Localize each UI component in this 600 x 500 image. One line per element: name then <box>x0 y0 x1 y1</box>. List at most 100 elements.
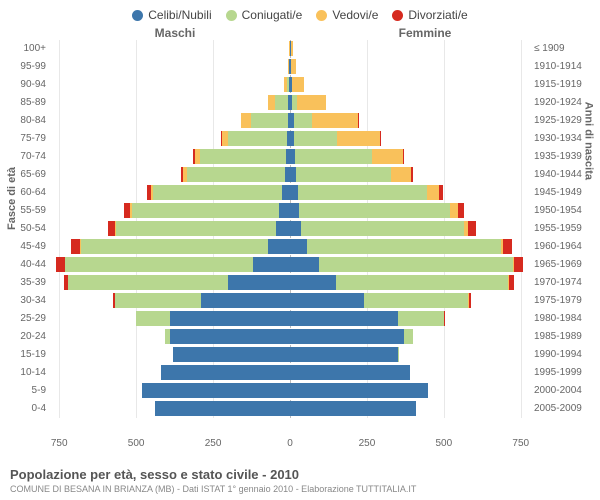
segment-married <box>132 203 280 218</box>
female-bar <box>290 77 530 92</box>
segment-divorced <box>411 167 413 182</box>
x-tick-label: 500 <box>128 438 145 449</box>
age-band-label: 80-84 <box>2 112 46 130</box>
segment-married <box>298 185 427 200</box>
age-band-label: 100+ <box>2 40 46 58</box>
female-bar <box>290 275 530 290</box>
segment-married <box>295 149 372 164</box>
segment-divorced <box>509 275 514 290</box>
bar-row <box>50 59 530 74</box>
segment-married <box>294 131 337 146</box>
segment-divorced <box>469 293 471 308</box>
x-axis: 7505002500250500750 <box>50 438 530 452</box>
legend-swatch <box>392 10 403 21</box>
legend: Celibi/NubiliConiugati/eVedovi/eDivorzia… <box>0 0 600 22</box>
birth-year-label: 2005-2009 <box>534 400 582 418</box>
male-bar <box>50 95 290 110</box>
bar-row <box>50 275 530 290</box>
segment-married <box>68 275 228 290</box>
male-bar <box>50 383 290 398</box>
segment-married <box>319 257 513 272</box>
birth-year-label: 1915-1919 <box>534 76 582 94</box>
segment-single <box>290 275 336 290</box>
male-bar <box>50 149 290 164</box>
age-band-label: 85-89 <box>2 94 46 112</box>
bar-row <box>50 221 530 236</box>
bar-row <box>50 203 530 218</box>
segment-widowed <box>372 149 403 164</box>
segment-single <box>290 383 428 398</box>
male-bar <box>50 401 290 416</box>
female-bar <box>290 113 530 128</box>
age-band-label: 90-94 <box>2 76 46 94</box>
segment-widowed <box>292 77 304 92</box>
birth-year-label: 1925-1929 <box>534 112 582 130</box>
female-bar <box>290 203 530 218</box>
bar-row <box>50 257 530 272</box>
segment-divorced <box>468 221 476 236</box>
birth-year-label: 1940-1944 <box>534 166 582 184</box>
segment-married <box>115 293 201 308</box>
segment-divorced <box>503 239 512 254</box>
segment-married <box>81 239 269 254</box>
age-band-label: 55-59 <box>2 202 46 220</box>
male-bar <box>50 239 290 254</box>
segment-single <box>253 257 290 272</box>
legend-label: Celibi/Nubili <box>148 8 211 22</box>
age-band-label: 75-79 <box>2 130 46 148</box>
segment-married <box>228 131 286 146</box>
age-band-label: 30-34 <box>2 292 46 310</box>
male-bar <box>50 257 290 272</box>
segment-single <box>170 311 290 326</box>
legend-label: Coniugati/e <box>242 8 303 22</box>
segment-married <box>404 329 413 344</box>
female-bar <box>290 221 530 236</box>
segment-divorced <box>403 149 405 164</box>
chart-subtitle: COMUNE DI BESANA IN BRIANZA (MB) - Dati … <box>10 484 590 494</box>
segment-married <box>364 293 469 308</box>
bar-row <box>50 149 530 164</box>
legend-item: Celibi/Nubili <box>132 8 211 22</box>
x-tick-label: 750 <box>512 438 529 449</box>
segment-single <box>228 275 290 290</box>
bar-row <box>50 113 530 128</box>
segment-married <box>65 257 253 272</box>
segment-single <box>290 239 307 254</box>
gender-headers: Maschi Femmine <box>0 26 600 40</box>
bar-row <box>50 401 530 416</box>
male-bar <box>50 113 290 128</box>
segment-married <box>296 167 391 182</box>
y-axis-right: ≤ 19091910-19141915-19191920-19241925-19… <box>534 40 598 418</box>
legend-label: Vedovi/e <box>332 8 378 22</box>
bar-row <box>50 365 530 380</box>
age-band-label: 45-49 <box>2 238 46 256</box>
birth-year-label: 1920-1924 <box>534 94 582 112</box>
segment-married <box>301 221 464 236</box>
age-band-label: 25-29 <box>2 310 46 328</box>
segment-single <box>290 401 416 416</box>
birth-year-label: 1945-1949 <box>534 184 582 202</box>
legend-swatch <box>132 10 143 21</box>
female-bar <box>290 167 530 182</box>
male-bar <box>50 347 290 362</box>
male-bar <box>50 77 290 92</box>
age-band-label: 10-14 <box>2 364 46 382</box>
segment-married <box>275 95 289 110</box>
header-male: Maschi <box>50 26 300 40</box>
birth-year-label: 1980-1984 <box>534 310 582 328</box>
female-bar <box>290 95 530 110</box>
bar-row <box>50 95 530 110</box>
segment-single <box>201 293 290 308</box>
segment-married <box>187 167 285 182</box>
legend-item: Coniugati/e <box>226 8 303 22</box>
age-band-label: 95-99 <box>2 58 46 76</box>
female-bar <box>290 383 530 398</box>
segment-single <box>161 365 290 380</box>
female-bar <box>290 401 530 416</box>
x-tick-label: 250 <box>205 438 222 449</box>
birth-year-label: 1930-1934 <box>534 130 582 148</box>
y-axis-left: 100+95-9990-9485-8980-8475-7970-7465-696… <box>2 40 46 418</box>
birth-year-label: ≤ 1909 <box>534 40 565 58</box>
segment-single <box>279 203 290 218</box>
segment-widowed <box>427 185 439 200</box>
